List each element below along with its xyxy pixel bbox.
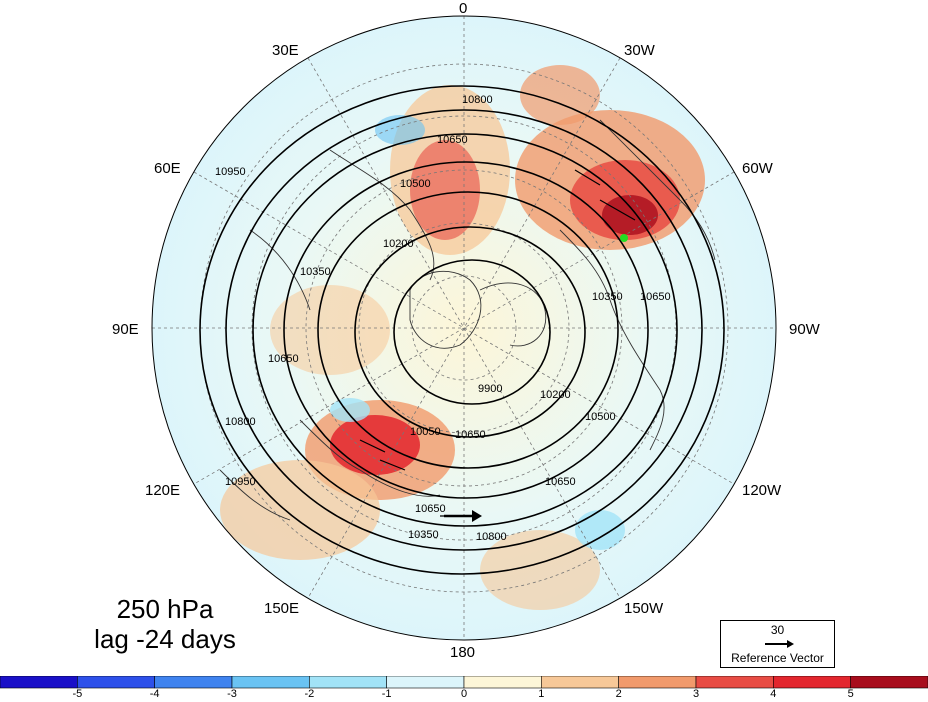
colorbar-tick-label: -3: [227, 688, 237, 700]
contour-label: 10500: [400, 178, 431, 190]
lon-label-60e: 60E: [154, 160, 181, 177]
reference-vector-box: 30 Reference Vector: [720, 620, 835, 668]
lon-label-90e: 90E: [112, 321, 139, 338]
colorbar-tick-label: 0: [460, 688, 468, 700]
contour-label: 10950: [225, 476, 256, 488]
colorbar-swatch: [154, 676, 233, 689]
contour-label: 10050: [410, 426, 441, 438]
contour-label: 10800: [476, 531, 507, 543]
colorbar-tick-label: 3: [692, 688, 700, 700]
map-boundary: [151, 15, 777, 641]
contour-label: 10650: [640, 291, 671, 303]
colorbar-swatch: [309, 676, 387, 689]
colorbar-swatch: [850, 676, 928, 689]
colorbar-swatch: [386, 676, 465, 689]
lon-label-120w: 120W: [742, 482, 782, 499]
reference-vector-label: Reference Vector: [731, 651, 824, 665]
contour-label: 9900: [478, 383, 502, 395]
colorbar-swatch: [541, 676, 619, 689]
contour-label: 10350: [300, 266, 331, 278]
colorbar-swatch: [618, 676, 697, 689]
lon-label-90w: 90W: [789, 321, 820, 338]
lon-label-120e: 120E: [145, 482, 181, 499]
colorbar-swatch: [0, 676, 78, 689]
colorbar-swatch: [463, 676, 542, 689]
map-title: 250 hPa lag -24 days: [60, 594, 270, 654]
lon-label-0: 0: [459, 0, 468, 17]
contour-label: 10500: [585, 411, 616, 423]
reference-vector-magnitude: 30: [770, 623, 785, 637]
contour-label: 10800: [462, 94, 493, 106]
lon-label-180: 180: [450, 644, 476, 661]
colorbar-swatch: [695, 676, 774, 689]
map-disk: [152, 16, 776, 640]
anomaly-shading: [220, 65, 705, 610]
colorbar-tick-label: -5: [72, 688, 83, 700]
coastlines: [219, 119, 716, 521]
colorbar: [0, 676, 928, 689]
lon-label-30e: 30E: [272, 42, 299, 59]
colorbar-tick-label: 2: [615, 688, 622, 700]
contour-label: 10650: [545, 476, 576, 488]
colorbar-tick-label: 5: [847, 688, 854, 700]
contour-label: 10200: [540, 389, 571, 401]
colorbar-tick-label: -1: [381, 688, 392, 700]
reference-arrow-icon: [765, 640, 794, 648]
lon-label-150w: 150W: [624, 600, 664, 617]
title-level: 250 hPa: [116, 594, 214, 624]
colorbar-tick-label: -2: [304, 688, 315, 700]
colorbar-swatch: [231, 676, 310, 689]
colorbar-swatch: [77, 676, 155, 689]
contour-label: 10650: [268, 353, 299, 365]
vector-arrow-highlight: [444, 510, 482, 522]
contour-label-group: 10800 10650 10500 10200 10350 10950 1065…: [215, 94, 671, 543]
contour-label: 10200: [383, 238, 414, 250]
colorbar-tick-label: 1: [538, 688, 545, 700]
contour-label: 10650: [415, 503, 446, 515]
contour-label: 10350: [592, 291, 623, 303]
contour-label: 10800: [225, 416, 256, 428]
lon-label-150e: 150E: [264, 600, 300, 617]
green-dot-marker: [620, 234, 628, 242]
height-contours: [199, 85, 725, 575]
contour-label: 10650: [455, 429, 486, 441]
lon-label-30w: 30W: [624, 42, 655, 59]
colorbar-swatch: [773, 676, 851, 689]
contour-label: 10650: [437, 134, 468, 146]
title-lag: lag -24 days: [94, 624, 236, 654]
lon-label-60w: 60W: [742, 160, 773, 177]
colorbar-tick-label: 4: [770, 688, 777, 700]
contour-label: 10950: [215, 166, 246, 178]
colorbar-tick-label: -4: [149, 688, 160, 700]
contour-label: 10350: [408, 529, 439, 541]
